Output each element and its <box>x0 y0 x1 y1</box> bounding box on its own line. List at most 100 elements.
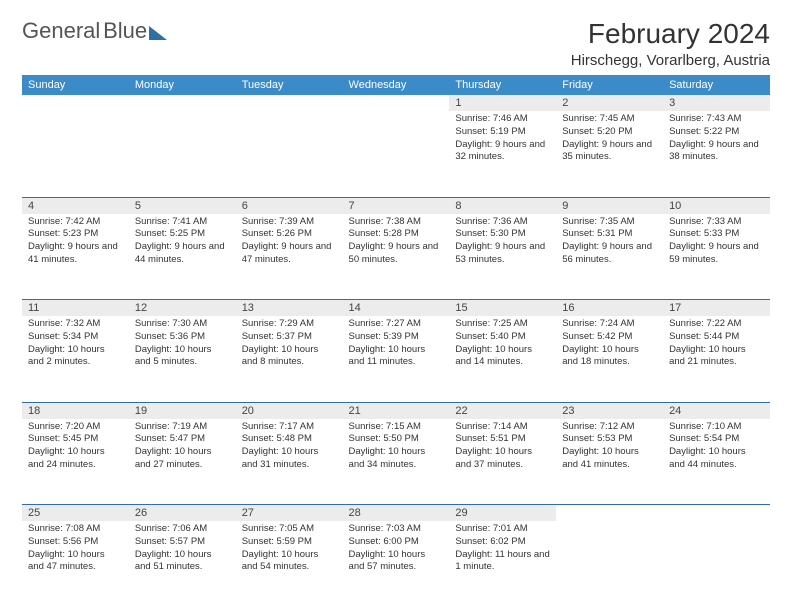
day-cell: Sunrise: 7:25 AMSunset: 5:40 PMDaylight:… <box>449 316 556 402</box>
day-number: 12 <box>129 300 236 317</box>
day-details: Sunrise: 7:01 AMSunset: 6:02 PMDaylight:… <box>449 521 556 578</box>
day-cell: Sunrise: 7:03 AMSunset: 6:00 PMDaylight:… <box>343 521 450 607</box>
week-row: Sunrise: 7:32 AMSunset: 5:34 PMDaylight:… <box>22 316 770 402</box>
day-details: Sunrise: 7:43 AMSunset: 5:22 PMDaylight:… <box>663 111 770 168</box>
day-number <box>556 505 663 522</box>
day-cell: Sunrise: 7:36 AMSunset: 5:30 PMDaylight:… <box>449 214 556 300</box>
day-details: Sunrise: 7:08 AMSunset: 5:56 PMDaylight:… <box>22 521 129 578</box>
day-number <box>663 505 770 522</box>
day-cell: Sunrise: 7:24 AMSunset: 5:42 PMDaylight:… <box>556 316 663 402</box>
day-details: Sunrise: 7:22 AMSunset: 5:44 PMDaylight:… <box>663 316 770 373</box>
day-details: Sunrise: 7:12 AMSunset: 5:53 PMDaylight:… <box>556 419 663 476</box>
day-cell: Sunrise: 7:17 AMSunset: 5:48 PMDaylight:… <box>236 419 343 505</box>
day-details: Sunrise: 7:29 AMSunset: 5:37 PMDaylight:… <box>236 316 343 373</box>
day-number: 15 <box>449 300 556 317</box>
daynum-row: 2526272829 <box>22 505 770 522</box>
day-details: Sunrise: 7:06 AMSunset: 5:57 PMDaylight:… <box>129 521 236 578</box>
day-number <box>22 95 129 111</box>
day-cell: Sunrise: 7:14 AMSunset: 5:51 PMDaylight:… <box>449 419 556 505</box>
day-number: 2 <box>556 95 663 111</box>
daynum-row: 18192021222324 <box>22 402 770 419</box>
day-cell: Sunrise: 7:32 AMSunset: 5:34 PMDaylight:… <box>22 316 129 402</box>
day-number: 5 <box>129 197 236 214</box>
day-cell: Sunrise: 7:20 AMSunset: 5:45 PMDaylight:… <box>22 419 129 505</box>
day-number: 16 <box>556 300 663 317</box>
weekday-header: Sunday <box>22 75 129 95</box>
day-details: Sunrise: 7:41 AMSunset: 5:25 PMDaylight:… <box>129 214 236 271</box>
day-details: Sunrise: 7:20 AMSunset: 5:45 PMDaylight:… <box>22 419 129 476</box>
day-number: 10 <box>663 197 770 214</box>
weekday-header: Thursday <box>449 75 556 95</box>
day-cell: Sunrise: 7:15 AMSunset: 5:50 PMDaylight:… <box>343 419 450 505</box>
day-number: 6 <box>236 197 343 214</box>
week-row: Sunrise: 7:42 AMSunset: 5:23 PMDaylight:… <box>22 214 770 300</box>
month-title: February 2024 <box>571 18 770 50</box>
day-cell: Sunrise: 7:01 AMSunset: 6:02 PMDaylight:… <box>449 521 556 607</box>
day-number: 29 <box>449 505 556 522</box>
day-cell: Sunrise: 7:35 AMSunset: 5:31 PMDaylight:… <box>556 214 663 300</box>
day-number: 3 <box>663 95 770 111</box>
day-cell: Sunrise: 7:27 AMSunset: 5:39 PMDaylight:… <box>343 316 450 402</box>
day-number <box>129 95 236 111</box>
day-details: Sunrise: 7:30 AMSunset: 5:36 PMDaylight:… <box>129 316 236 373</box>
day-details: Sunrise: 7:19 AMSunset: 5:47 PMDaylight:… <box>129 419 236 476</box>
day-details: Sunrise: 7:15 AMSunset: 5:50 PMDaylight:… <box>343 419 450 476</box>
day-number: 23 <box>556 402 663 419</box>
day-number: 22 <box>449 402 556 419</box>
weekday-header: Friday <box>556 75 663 95</box>
week-row: Sunrise: 7:08 AMSunset: 5:56 PMDaylight:… <box>22 521 770 607</box>
day-cell: Sunrise: 7:42 AMSunset: 5:23 PMDaylight:… <box>22 214 129 300</box>
day-cell: Sunrise: 7:22 AMSunset: 5:44 PMDaylight:… <box>663 316 770 402</box>
day-cell: Sunrise: 7:43 AMSunset: 5:22 PMDaylight:… <box>663 111 770 197</box>
title-block: February 2024 Hirschegg, Vorarlberg, Aus… <box>571 18 770 69</box>
day-number: 7 <box>343 197 450 214</box>
day-number: 8 <box>449 197 556 214</box>
day-details: Sunrise: 7:39 AMSunset: 5:26 PMDaylight:… <box>236 214 343 271</box>
day-number: 13 <box>236 300 343 317</box>
logo-line1: General <box>22 18 100 43</box>
day-number: 27 <box>236 505 343 522</box>
day-cell: Sunrise: 7:39 AMSunset: 5:26 PMDaylight:… <box>236 214 343 300</box>
day-cell <box>343 111 450 197</box>
logo-triangle-icon <box>149 26 167 40</box>
logo-line2: Blue <box>103 18 147 43</box>
day-number <box>236 95 343 111</box>
day-details: Sunrise: 7:38 AMSunset: 5:28 PMDaylight:… <box>343 214 450 271</box>
day-cell: Sunrise: 7:33 AMSunset: 5:33 PMDaylight:… <box>663 214 770 300</box>
day-details: Sunrise: 7:14 AMSunset: 5:51 PMDaylight:… <box>449 419 556 476</box>
day-cell: Sunrise: 7:06 AMSunset: 5:57 PMDaylight:… <box>129 521 236 607</box>
day-cell: Sunrise: 7:10 AMSunset: 5:54 PMDaylight:… <box>663 419 770 505</box>
day-number <box>343 95 450 111</box>
daynum-row: 45678910 <box>22 197 770 214</box>
day-cell: Sunrise: 7:12 AMSunset: 5:53 PMDaylight:… <box>556 419 663 505</box>
day-details: Sunrise: 7:05 AMSunset: 5:59 PMDaylight:… <box>236 521 343 578</box>
week-row: Sunrise: 7:46 AMSunset: 5:19 PMDaylight:… <box>22 111 770 197</box>
day-details: Sunrise: 7:35 AMSunset: 5:31 PMDaylight:… <box>556 214 663 271</box>
day-number: 26 <box>129 505 236 522</box>
day-number: 28 <box>343 505 450 522</box>
day-number: 18 <box>22 402 129 419</box>
day-cell: Sunrise: 7:46 AMSunset: 5:19 PMDaylight:… <box>449 111 556 197</box>
day-cell <box>236 111 343 197</box>
day-details: Sunrise: 7:24 AMSunset: 5:42 PMDaylight:… <box>556 316 663 373</box>
day-number: 4 <box>22 197 129 214</box>
day-number: 1 <box>449 95 556 111</box>
day-number: 17 <box>663 300 770 317</box>
day-details: Sunrise: 7:17 AMSunset: 5:48 PMDaylight:… <box>236 419 343 476</box>
day-cell: Sunrise: 7:45 AMSunset: 5:20 PMDaylight:… <box>556 111 663 197</box>
day-cell: Sunrise: 7:38 AMSunset: 5:28 PMDaylight:… <box>343 214 450 300</box>
day-details: Sunrise: 7:33 AMSunset: 5:33 PMDaylight:… <box>663 214 770 271</box>
day-cell: Sunrise: 7:41 AMSunset: 5:25 PMDaylight:… <box>129 214 236 300</box>
day-number: 20 <box>236 402 343 419</box>
day-cell: Sunrise: 7:08 AMSunset: 5:56 PMDaylight:… <box>22 521 129 607</box>
day-number: 19 <box>129 402 236 419</box>
day-cell <box>663 521 770 607</box>
day-details: Sunrise: 7:36 AMSunset: 5:30 PMDaylight:… <box>449 214 556 271</box>
day-cell <box>22 111 129 197</box>
day-details: Sunrise: 7:10 AMSunset: 5:54 PMDaylight:… <box>663 419 770 476</box>
weekday-header: Monday <box>129 75 236 95</box>
day-cell <box>129 111 236 197</box>
daynum-row: 11121314151617 <box>22 300 770 317</box>
day-cell: Sunrise: 7:19 AMSunset: 5:47 PMDaylight:… <box>129 419 236 505</box>
weekday-header: Wednesday <box>343 75 450 95</box>
